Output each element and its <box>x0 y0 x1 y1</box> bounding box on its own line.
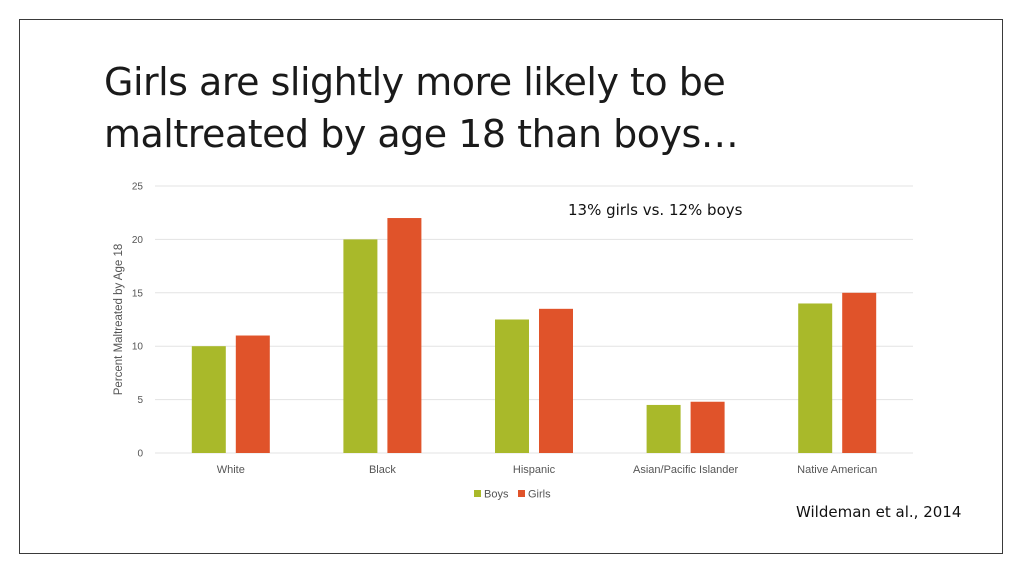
y-tick-label: 5 <box>137 395 143 406</box>
legend-swatch-girls <box>518 490 525 497</box>
x-category-label: Black <box>369 464 396 476</box>
x-category-label: Hispanic <box>513 464 556 476</box>
x-category-label: Native American <box>797 464 877 476</box>
bar-boys <box>646 404 681 453</box>
y-tick-label: 10 <box>132 342 144 353</box>
y-axis-title: Percent Maltreated by Age 18 <box>113 244 125 396</box>
bar-girls <box>690 401 725 453</box>
x-category-label: Asian/Pacific Islander <box>633 464 738 476</box>
bar-girls <box>539 308 573 453</box>
slide-frame <box>19 19 1003 554</box>
y-tick-label: 20 <box>132 235 144 246</box>
legend-label-girls: Girls <box>528 489 551 501</box>
bar-girls <box>842 292 877 453</box>
bar-boys <box>798 303 833 453</box>
legend-swatch-boys <box>474 490 481 497</box>
bar-boys <box>343 239 378 453</box>
bar-boys <box>191 346 226 453</box>
legend-label-boys: Boys <box>484 489 509 501</box>
bar-girls <box>387 218 422 453</box>
slide-title: Girls are slightly more likely to be mal… <box>104 60 739 156</box>
y-tick-label: 15 <box>132 288 144 299</box>
y-tick-label: 25 <box>132 182 144 193</box>
bar-boys <box>495 319 529 453</box>
y-tick-label: 0 <box>137 449 143 460</box>
chart-annotation: 13% girls vs. 12% boys <box>568 201 743 219</box>
citation: Wildeman et al., 2014 <box>796 503 962 521</box>
x-category-label: White <box>217 464 245 476</box>
bar-girls <box>235 335 270 453</box>
